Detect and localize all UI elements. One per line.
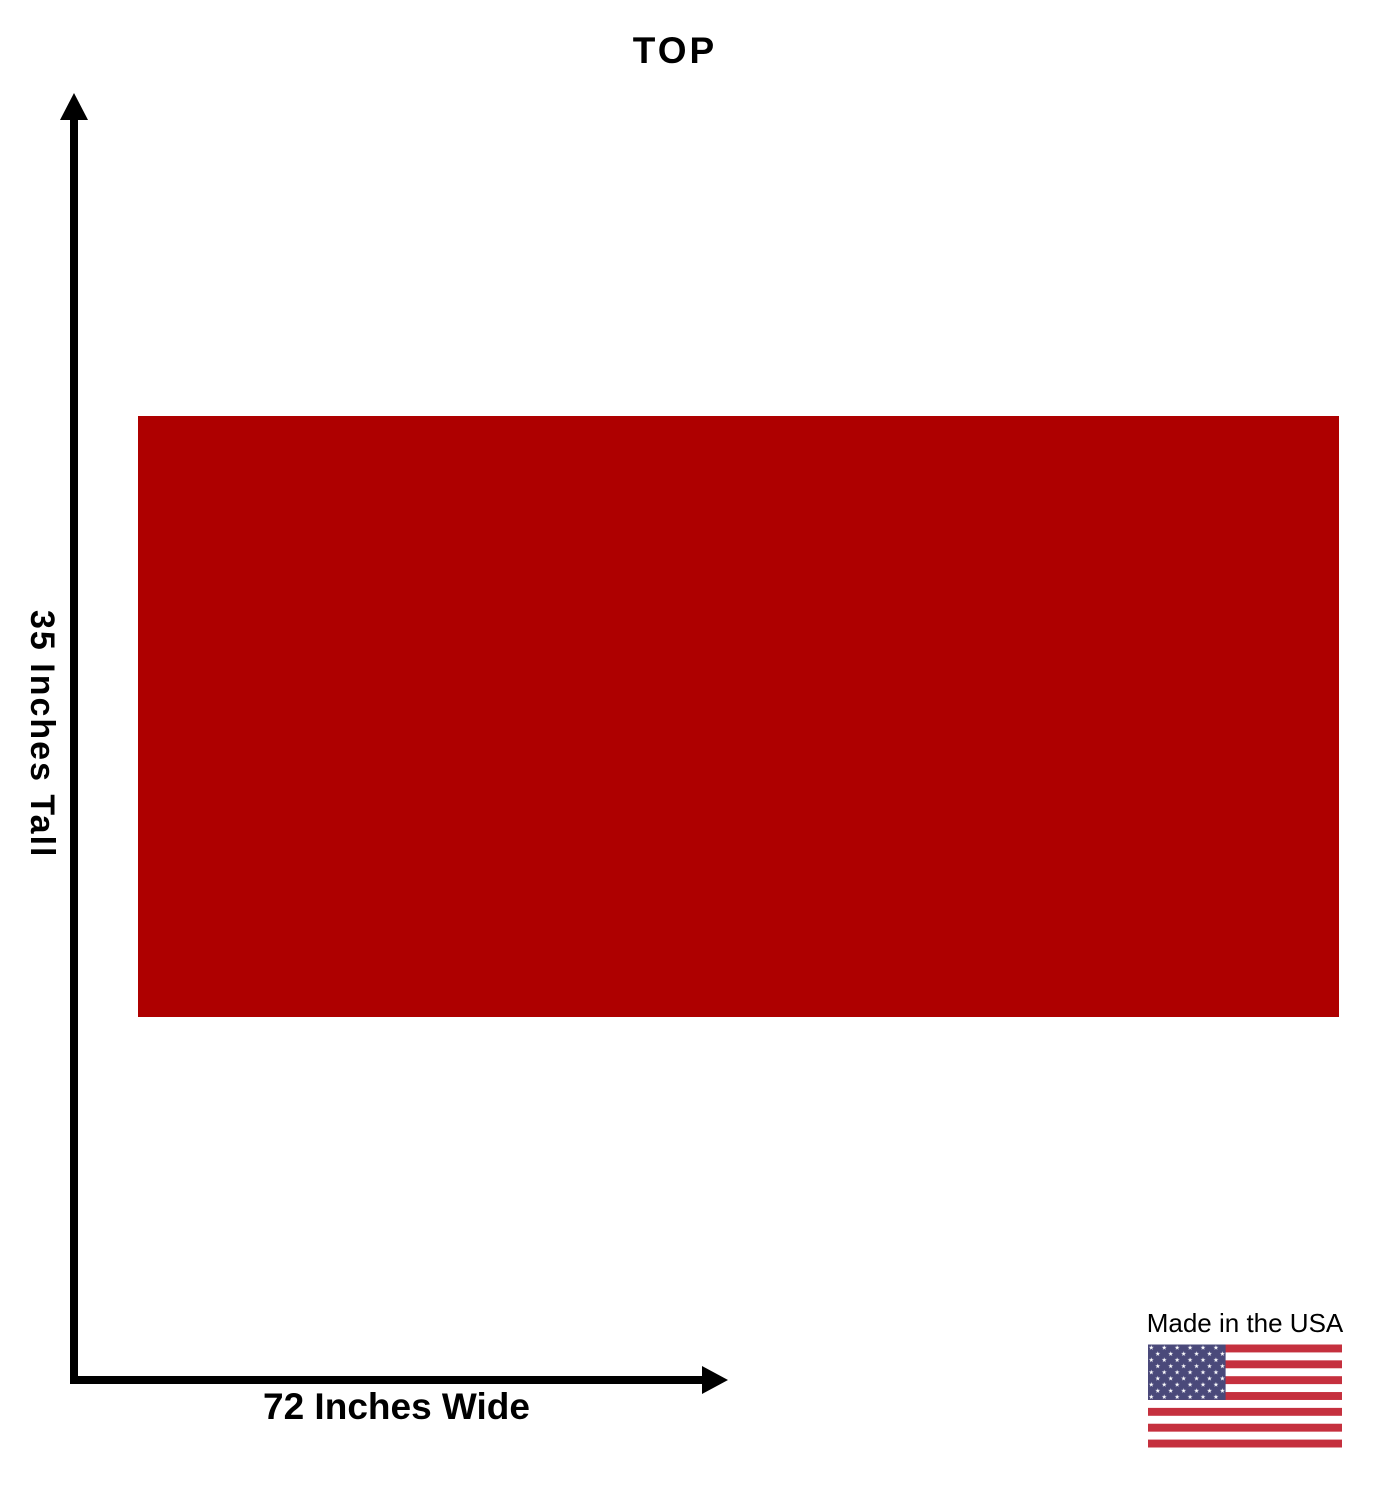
made-in-usa-label: Made in the USA	[1146, 1308, 1344, 1338]
height-dimension-label: 35 Inches Tall	[23, 610, 61, 859]
usa-flag-icon	[1148, 1344, 1342, 1448]
diagram-title: TOP	[632, 30, 718, 71]
width-dimension-label: 72 Inches Wide	[263, 1386, 530, 1427]
product-top-rectangle	[138, 416, 1339, 1017]
up-arrow-icon	[60, 93, 88, 1384]
